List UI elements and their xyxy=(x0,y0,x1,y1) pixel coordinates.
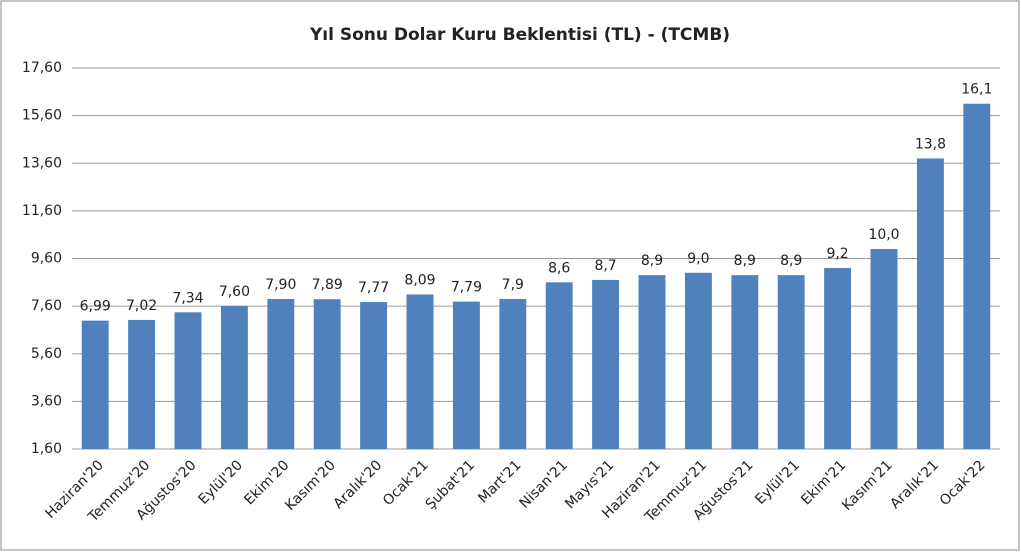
y-tick-label: 11,60 xyxy=(22,203,62,219)
bar xyxy=(916,158,944,450)
bar xyxy=(963,103,991,449)
value-label: 8,7 xyxy=(594,258,616,274)
bar xyxy=(267,298,295,449)
bar xyxy=(174,312,202,449)
value-label: 7,77 xyxy=(358,280,389,296)
value-label: 7,60 xyxy=(219,284,250,300)
y-tick-label: 1,60 xyxy=(31,441,62,457)
bar xyxy=(220,306,248,449)
y-tick-label: 15,60 xyxy=(22,108,62,124)
bar xyxy=(406,294,434,449)
bar xyxy=(452,301,480,449)
y-tick-label: 9,60 xyxy=(31,251,62,267)
value-label: 7,90 xyxy=(265,277,296,293)
y-tick-label: 13,60 xyxy=(22,155,62,171)
bar xyxy=(360,302,388,449)
y-tick-label: 17,60 xyxy=(22,60,62,76)
value-label: 7,9 xyxy=(502,277,524,293)
value-label: 8,09 xyxy=(404,272,435,288)
value-label: 9,0 xyxy=(687,251,709,267)
value-label: 6,99 xyxy=(80,299,111,315)
value-label: 16,1 xyxy=(961,82,992,98)
y-tick-label: 7,60 xyxy=(31,298,62,314)
value-label: 8,6 xyxy=(548,260,570,276)
value-label: 7,79 xyxy=(451,280,482,296)
bar xyxy=(777,275,805,449)
bar xyxy=(81,320,109,449)
value-label: 7,89 xyxy=(312,277,343,293)
chart-title: Yıl Sonu Dolar Kuru Beklentisi (TL) - (T… xyxy=(309,25,730,45)
value-label: 9,2 xyxy=(826,246,848,262)
value-label: 7,34 xyxy=(172,290,203,306)
y-tick-label: 3,60 xyxy=(31,393,62,409)
bar xyxy=(545,282,573,449)
bar xyxy=(870,248,898,449)
value-label: 10,0 xyxy=(868,227,899,243)
bar xyxy=(592,279,620,449)
bar xyxy=(731,275,759,449)
bar xyxy=(638,275,666,449)
value-label: 13,8 xyxy=(915,136,946,152)
value-label: 8,9 xyxy=(780,253,802,269)
y-tick-label: 5,60 xyxy=(31,346,62,362)
value-label: 8,9 xyxy=(641,253,663,269)
value-label: 7,02 xyxy=(126,298,157,314)
bar xyxy=(313,299,341,449)
bar xyxy=(128,319,156,449)
bar xyxy=(824,268,852,449)
bar xyxy=(499,298,527,449)
value-label: 8,9 xyxy=(734,253,756,269)
bar xyxy=(684,272,712,449)
